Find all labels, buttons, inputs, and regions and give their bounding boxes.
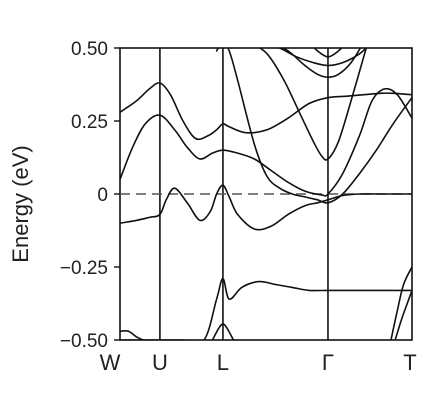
band-line-3 xyxy=(120,184,412,231)
band-line-4 xyxy=(215,48,412,204)
y-tick-label: 0 xyxy=(97,185,108,206)
band-line-10 xyxy=(211,323,235,340)
y-tick-label: −0.50 xyxy=(60,331,108,352)
band-line-1 xyxy=(120,82,412,141)
kpoint-label: Γ xyxy=(322,350,334,375)
band-line-7 xyxy=(277,48,368,67)
band-line-2 xyxy=(120,87,412,197)
band-lines xyxy=(120,48,412,340)
band-line-5 xyxy=(258,48,368,161)
y-tick-label: 0.50 xyxy=(71,39,108,60)
kpoint-label: L xyxy=(217,350,229,375)
band-line-12 xyxy=(394,289,412,340)
band-line-8 xyxy=(313,48,343,58)
kpoint-label: U xyxy=(152,350,168,375)
y-tick-label: 0.25 xyxy=(71,112,108,133)
plot-area xyxy=(119,47,413,341)
band-line-11 xyxy=(390,266,412,340)
band-line-13 xyxy=(120,330,144,340)
band-line-6 xyxy=(281,48,362,78)
y-tick-label: −0.25 xyxy=(60,258,108,279)
kpoint-label: W xyxy=(100,350,121,375)
y-axis-ticks: 0.50 0.25 0 −0.25 −0.50 xyxy=(60,39,120,352)
band-line-9 xyxy=(120,277,412,340)
kpoint-label: T xyxy=(403,350,416,375)
y-axis-title: Energy (eV) xyxy=(8,145,33,262)
